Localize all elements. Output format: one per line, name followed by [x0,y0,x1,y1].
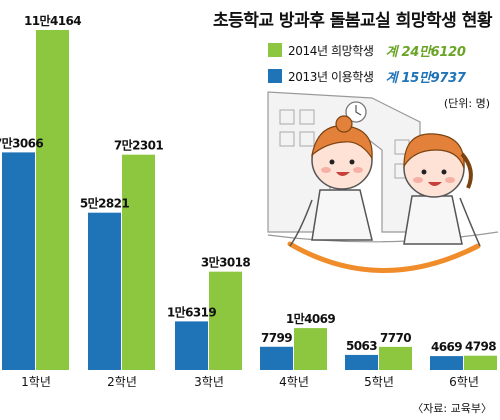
legend-total: 계 24만6120 [385,44,466,60]
legend-item-2013: 2013년 이용학생 계 15만9737 [268,66,466,86]
bar-blue-3 [175,321,208,370]
bar-green-5 [379,346,412,370]
bars-group [2,30,497,370]
bar-blue-2 [88,212,121,370]
bar-value-label: 7만3066 [0,135,43,150]
bar-value-label: 4798 [465,340,496,354]
category-label: 6학년 [449,375,479,389]
bar-blue-4 [260,346,293,370]
bar-labels-group: 7만3066 11만4164 5만2821 7만2301 1만6319 3만3018 779… [0,13,497,354]
bar-blue-1 [2,152,35,370]
legend-label: 2014년 희망학생 [288,43,374,58]
category-labels-group: 1학년 2학년 3학년 4학년 5학년 6학년 [21,375,479,389]
category-label: 5학년 [364,375,394,389]
bar-value-label: 5063 [346,339,377,353]
bar-green-3 [209,271,242,370]
bar-blue-5 [345,354,378,370]
source-label: 〈자료: 교육부〉 [412,402,492,415]
children-illustration [267,91,499,273]
legend-label: 2013년 이용학생 [288,69,374,84]
bar-green-4 [294,328,327,370]
bar-value-label: 7만2301 [114,138,163,153]
legend-total: 계 15만9737 [385,70,466,86]
bar-value-label: 7799 [261,331,292,345]
bar-green-2 [122,154,155,370]
legend-swatch-green [268,43,282,57]
category-label: 3학년 [194,375,224,389]
chart-title: 초등학교 방과후 돌봄교실 희망학생 현황 [212,11,493,31]
bar-value-label: 1만6319 [167,304,216,319]
bar-value-label: 11만4164 [24,13,81,28]
unit-label: (단위: 명) [443,97,490,110]
category-label: 1학년 [21,375,51,389]
bar-value-label: 5만2821 [80,196,129,211]
legend-item-2014: 2014년 희망학생 계 24만6120 [268,40,466,60]
bar-blue-6 [430,356,463,370]
bar-green-6 [464,355,497,370]
category-label: 2학년 [107,375,137,389]
bar-value-label: 7770 [380,331,411,345]
legend-swatch-blue [268,69,282,83]
category-label: 4학년 [279,375,309,389]
bar-value-label: 3만3018 [201,255,250,270]
bar-value-label: 4669 [431,340,462,354]
bar-green-1 [36,30,69,370]
bar-value-label: 1만4069 [286,311,335,326]
